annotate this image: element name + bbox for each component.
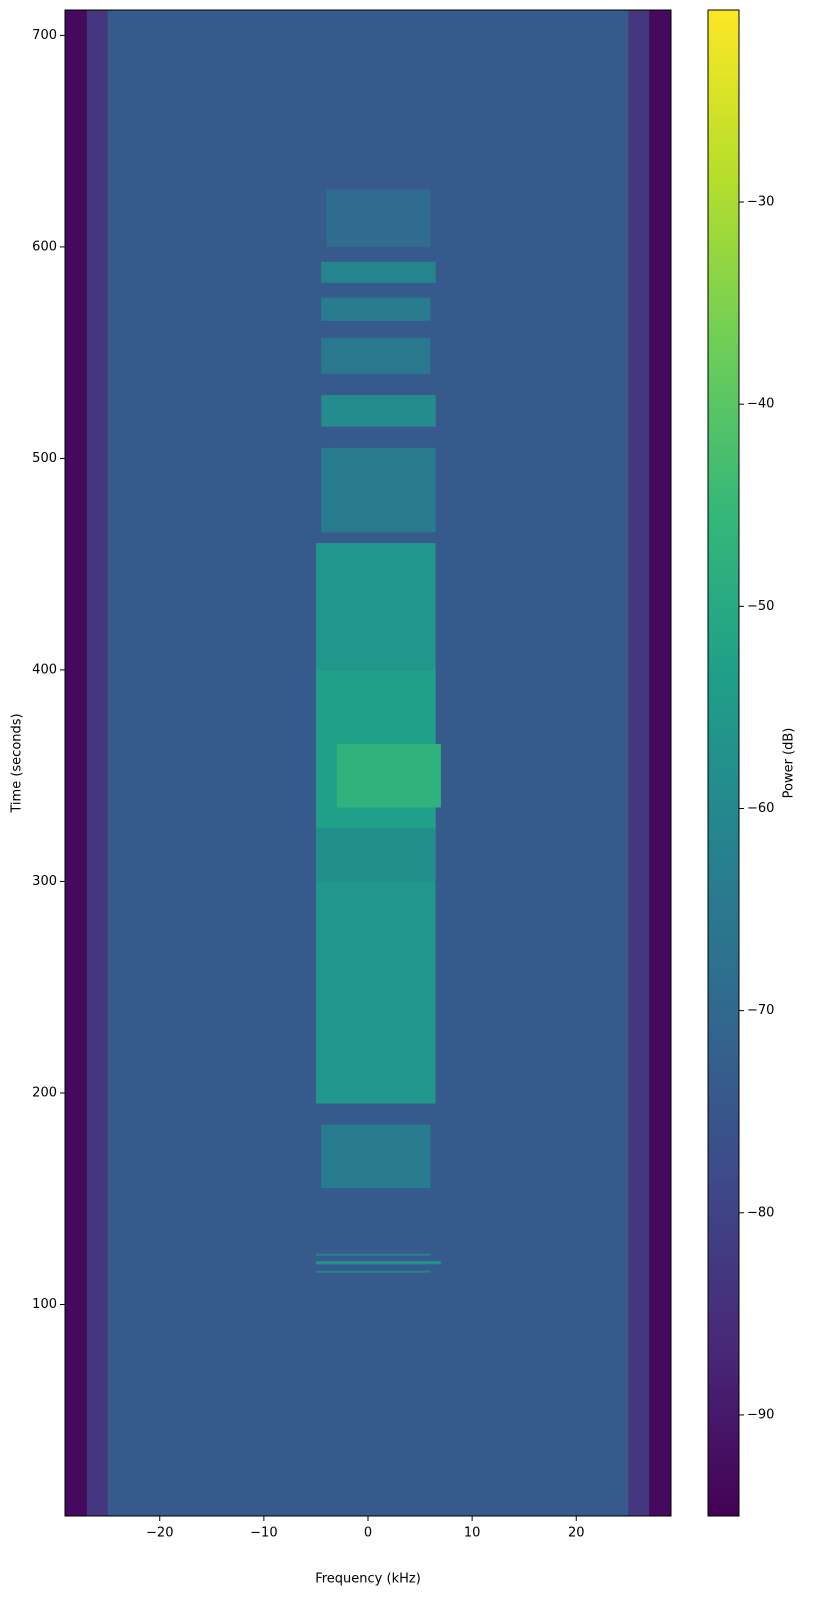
x-tick-label: 10 xyxy=(464,1526,481,1541)
x-tick-label: 20 xyxy=(568,1526,585,1541)
signal-segment xyxy=(321,394,436,427)
signal-segment xyxy=(315,1261,441,1265)
signal-segment xyxy=(628,10,650,1516)
colorbar-tick-label: −80 xyxy=(747,1205,774,1220)
signal-segment xyxy=(315,543,436,670)
y-tick-label: 600 xyxy=(32,239,57,254)
x-axis-label: Frequency (kHz) xyxy=(315,1572,421,1587)
colorbar-tick-label: −50 xyxy=(747,599,774,614)
colorbar-tick-label: −30 xyxy=(747,195,774,210)
plot-area xyxy=(65,10,671,1516)
y-axis-label: Time (seconds) xyxy=(10,713,25,813)
signal-segment xyxy=(65,10,87,1516)
y-tick-label: 300 xyxy=(32,874,57,889)
y-tick-label: 100 xyxy=(32,1297,57,1312)
signal-segment xyxy=(315,881,436,1104)
signal-segment xyxy=(315,828,436,882)
colorbar xyxy=(707,9,740,1517)
signal-segment xyxy=(321,447,436,533)
y-tick-label: 700 xyxy=(32,28,57,43)
signal-segment xyxy=(321,337,431,374)
signal-segment xyxy=(315,1270,431,1273)
signal-segment xyxy=(321,297,431,321)
signal-segment xyxy=(336,743,441,808)
x-tick-label: −20 xyxy=(146,1526,173,1541)
y-tick-label: 400 xyxy=(32,662,57,677)
signal-segment xyxy=(315,1253,431,1256)
colorbar-tick-label: −70 xyxy=(747,1003,774,1018)
colorbar-tick-label: −90 xyxy=(747,1407,774,1422)
signal-segment xyxy=(649,10,671,1516)
y-tick-label: 500 xyxy=(32,451,57,466)
signal-segment xyxy=(321,261,436,283)
y-tick-label: 200 xyxy=(32,1085,57,1100)
colorbar-tick-label: −40 xyxy=(747,397,774,412)
signal-segment xyxy=(86,10,108,1516)
signal-segment xyxy=(321,1124,431,1189)
x-tick-label: 0 xyxy=(364,1526,372,1541)
signal-segment xyxy=(326,189,431,247)
colorbar-tick-label: −60 xyxy=(747,801,774,816)
colorbar-label: Power (dB) xyxy=(782,728,797,799)
x-tick-label: −10 xyxy=(250,1526,277,1541)
